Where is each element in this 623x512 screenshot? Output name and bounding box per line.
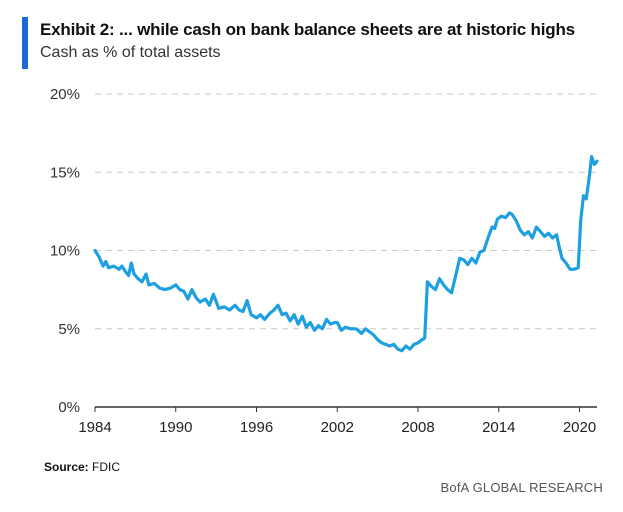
gridlines [95,93,597,330]
source-label: Source: [44,460,89,474]
y-axis-tick-labels: 0% 5% 10% 15% 20% [50,86,80,416]
brand-credit: BofA GLOBAL RESEARCH [440,480,603,495]
chart-subtitle: Cash as % of total assets [40,44,221,61]
chart-title: Exhibit 2: ... while cash on bank balanc… [40,20,575,39]
x-tick-label: 2002 [321,419,354,436]
x-tick-label: 1996 [240,419,273,436]
y-tick-label: 0% [58,399,80,416]
x-tick-label: 2020 [563,419,596,436]
source-value: FDIC [92,460,121,474]
x-tick-label: 2008 [401,419,434,436]
y-tick-label: 15% [50,164,80,181]
x-axis-tick-labels: 1984 1990 1996 2002 2008 2014 2020 [78,419,596,436]
y-tick-label: 5% [58,321,80,338]
series-layer [93,155,599,353]
x-axis [94,406,597,412]
x-tick-label: 1990 [159,419,192,436]
x-tick-label: 1984 [78,419,111,436]
series-line-0 [93,155,599,353]
title-accent-bar [22,17,28,69]
x-tick-label: 2014 [482,419,515,436]
y-tick-label: 10% [50,243,80,260]
source-note: Source: FDIC [44,460,120,474]
y-tick-label: 20% [50,86,80,103]
